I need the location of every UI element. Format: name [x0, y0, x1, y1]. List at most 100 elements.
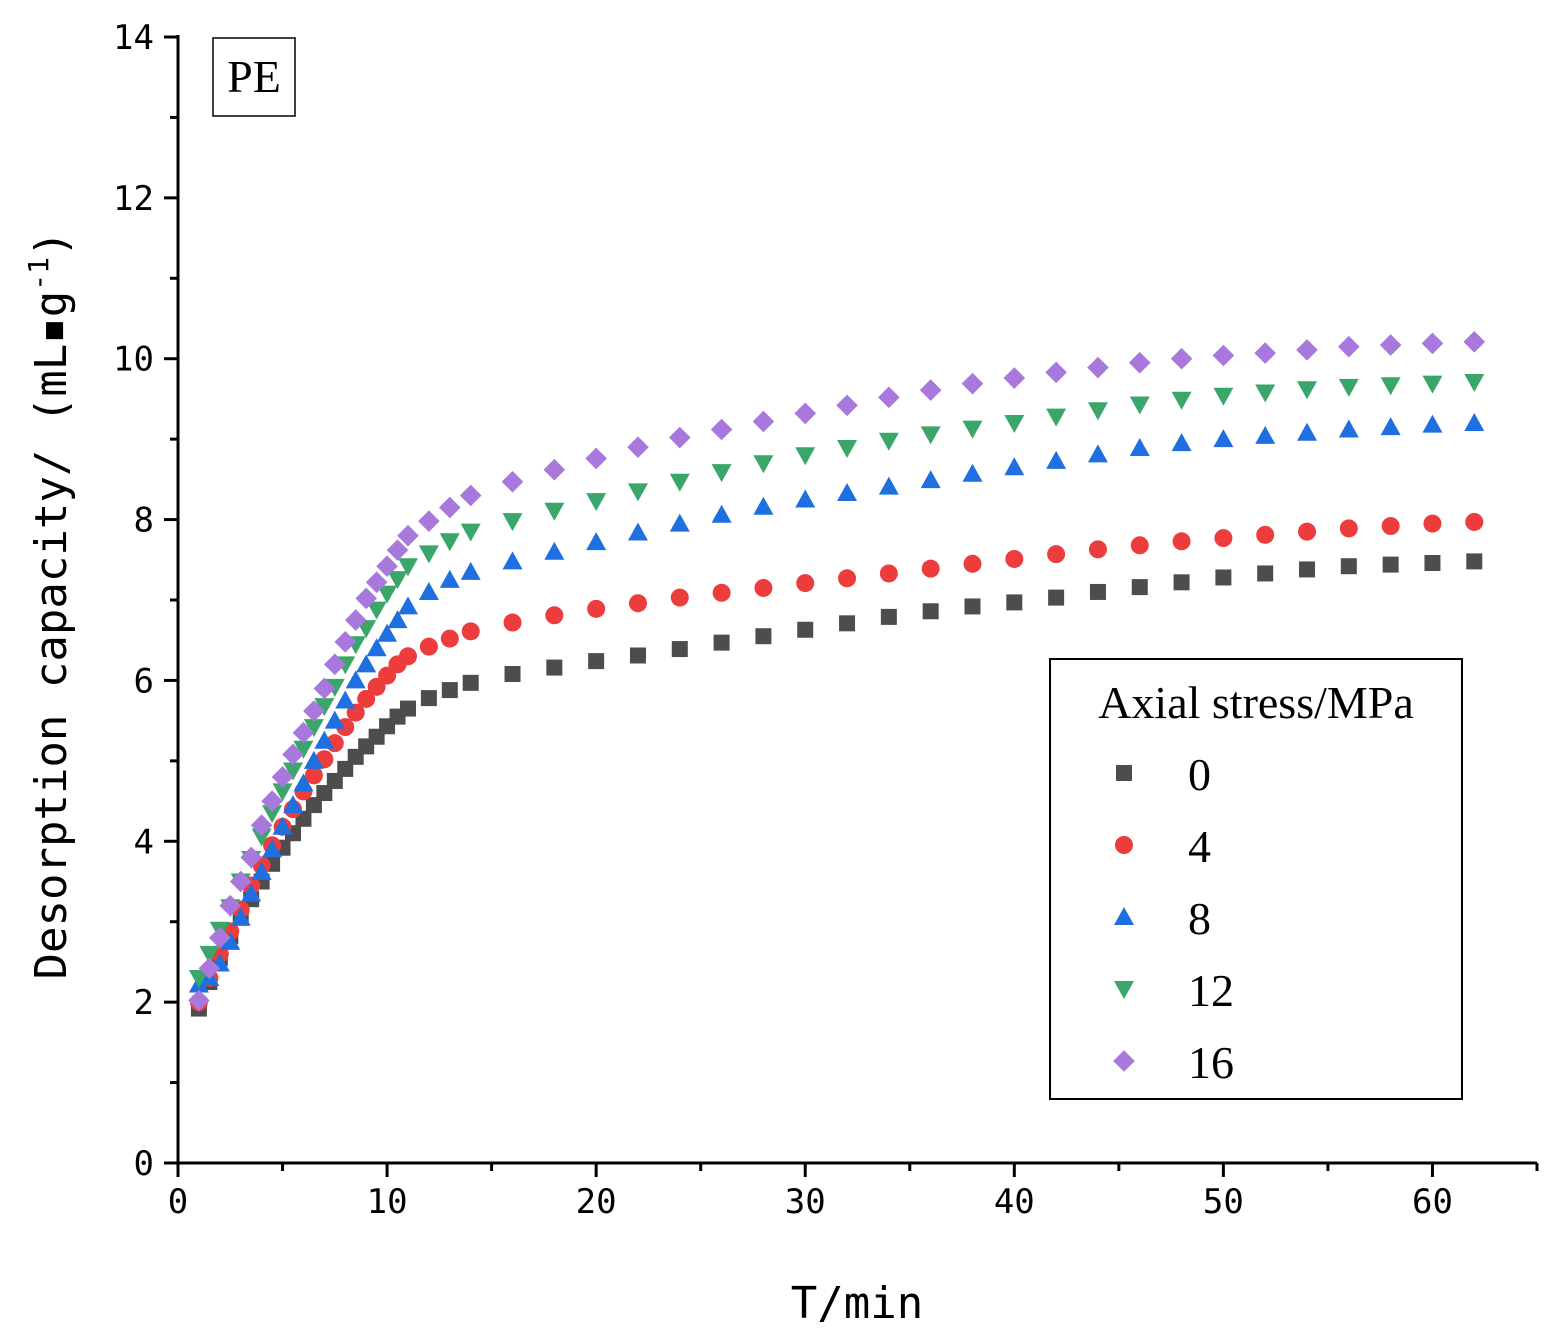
data-point-12: [1380, 377, 1401, 396]
data-point-4: [796, 574, 815, 593]
data-point-16: [303, 700, 325, 722]
y-tick-label: 12: [113, 179, 154, 219]
data-point-8: [282, 795, 303, 814]
data-point-16: [365, 571, 388, 594]
data-point-12: [199, 945, 220, 964]
data-point-12: [1464, 374, 1485, 393]
x-axis-title: T/min: [791, 1278, 923, 1329]
data-point-8: [1213, 429, 1234, 448]
data-point-16: [1338, 335, 1360, 358]
data-point-4: [1214, 529, 1233, 548]
data-point-4: [921, 559, 940, 578]
data-point-0: [462, 674, 479, 691]
data-point-0: [1131, 579, 1148, 596]
data-point-12: [586, 493, 607, 512]
data-point-8: [711, 504, 732, 523]
data-point-4: [712, 583, 731, 602]
data-point-12: [366, 601, 387, 620]
data-point-4: [587, 599, 606, 618]
data-point-16: [250, 814, 273, 836]
data-point-12: [251, 828, 272, 847]
data-point-8: [439, 569, 460, 588]
legend-marker-4: [1115, 836, 1133, 854]
data-point-8: [837, 483, 858, 502]
data-point-4: [1130, 536, 1149, 555]
data-point-12: [1422, 375, 1443, 394]
y-axis-title-dot: ▪: [26, 317, 77, 344]
data-point-0: [964, 598, 981, 615]
data-point-16: [334, 631, 357, 653]
data-point-8: [1422, 414, 1443, 433]
data-point-0: [337, 760, 354, 777]
data-point-0: [1089, 583, 1106, 600]
data-point-16: [376, 555, 398, 578]
data-point-16: [1045, 361, 1067, 384]
data-point-12: [262, 805, 283, 824]
data-point-16: [397, 524, 419, 547]
panel-label-box: PE: [212, 37, 296, 117]
data-point-8: [314, 730, 335, 749]
series-16: [188, 331, 1486, 1012]
data-point-4: [1047, 545, 1066, 564]
data-point-12: [1004, 415, 1025, 434]
data-point-12: [418, 545, 439, 564]
data-point-12: [1046, 408, 1067, 427]
legend-entries: 0 4 8 12 16: [1113, 749, 1234, 1088]
data-point-16: [313, 677, 336, 700]
data-point-16: [1254, 342, 1276, 364]
y-tick-label: 6: [134, 661, 154, 701]
data-point-8: [418, 581, 439, 600]
data-point-16: [188, 989, 210, 1012]
data-point-16: [459, 484, 482, 507]
data-point-4: [879, 564, 898, 583]
data-point-16: [209, 927, 231, 949]
data-point-16: [292, 721, 315, 744]
x-tick-label: 20: [576, 1182, 617, 1222]
data-point-16: [1087, 356, 1109, 379]
data-point-16: [1212, 344, 1235, 367]
data-point-16: [752, 410, 775, 433]
data-point-4: [1005, 549, 1024, 568]
data-point-4: [628, 594, 647, 613]
data-point-4: [1465, 512, 1484, 531]
data-point-16: [1128, 351, 1151, 374]
data-point-8: [753, 496, 774, 515]
data-point-0: [546, 659, 563, 676]
data-point-0: [629, 647, 646, 664]
data-point-16: [1170, 347, 1193, 370]
data-point-0: [1340, 558, 1357, 575]
data-point-16: [386, 539, 409, 561]
data-point-8: [669, 513, 690, 532]
data-point-8: [324, 710, 345, 729]
data-point-16: [271, 766, 294, 788]
data-point-16: [668, 426, 691, 449]
data-point-4: [838, 569, 857, 588]
data-points: [188, 331, 1486, 1017]
x-tick-label: 0: [168, 1182, 188, 1222]
data-point-4: [367, 677, 386, 696]
data-point-12: [188, 970, 209, 989]
data-point-16: [1463, 331, 1486, 353]
data-point-0: [420, 690, 437, 707]
data-point-0: [1299, 561, 1316, 578]
data-point-0: [839, 615, 856, 632]
data-point-8: [1464, 413, 1485, 432]
data-point-8: [1297, 422, 1318, 441]
legend-box: [1049, 658, 1463, 1100]
data-point-8: [303, 750, 324, 769]
data-point-4: [1423, 514, 1442, 533]
data-point-4: [1381, 517, 1400, 536]
y-axis-title: Desorption capacity/ (mL▪g-1): [22, 231, 77, 980]
data-point-8: [920, 470, 941, 489]
data-point-0: [441, 682, 458, 699]
data-point-0: [588, 653, 605, 670]
data-point-0: [504, 665, 521, 682]
data-point-0: [1048, 589, 1065, 606]
data-point-4: [1256, 525, 1275, 544]
legend-label-8: 8: [1188, 893, 1211, 944]
data-point-12: [962, 420, 983, 439]
legend-marker-8: [1114, 907, 1134, 925]
data-point-0: [755, 628, 772, 645]
data-point-12: [397, 558, 418, 577]
data-point-16: [240, 846, 262, 869]
